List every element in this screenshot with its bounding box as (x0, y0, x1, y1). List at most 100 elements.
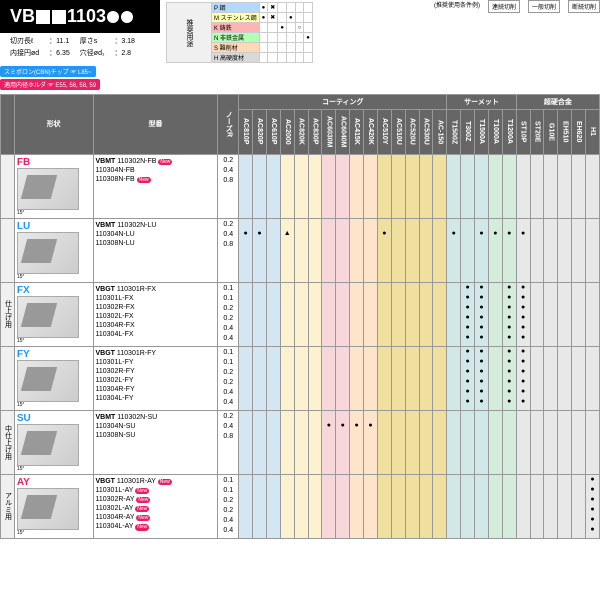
grade-cell (322, 154, 336, 218)
grade-cell (530, 346, 544, 410)
grade-cell (433, 474, 447, 538)
grade-header: AC6030M (322, 109, 336, 154)
th-cermet: サーメット (447, 94, 516, 109)
title-middle: 1103 (67, 6, 106, 26)
grade-cell (266, 218, 280, 282)
grade-cell (364, 346, 378, 410)
grade-cell (447, 282, 461, 346)
grade-cell (391, 154, 405, 218)
grade-cell (586, 154, 600, 218)
legend-cont: 連続切削 (488, 0, 520, 13)
grade-cell (336, 474, 350, 538)
grade-cell (433, 154, 447, 218)
grade-cell (308, 282, 322, 346)
grade-cell (377, 154, 391, 218)
grade-cell (308, 218, 322, 282)
grade-cell (488, 410, 502, 474)
grade-cell (558, 218, 572, 282)
grade-cell (377, 410, 391, 474)
grade-header: AC610P (266, 109, 280, 154)
grade-cell (419, 410, 433, 474)
th-coating: コーティング (239, 94, 447, 109)
grade-cell: ● (447, 218, 461, 282)
grade-cell: ● (239, 218, 253, 282)
legend-area: (推奨使用条件例) 連続切削 一般切削 断続切削 (434, 0, 600, 13)
grade-cell (516, 154, 530, 218)
grade-cell (447, 474, 461, 538)
grade-cell (530, 154, 544, 218)
grade-cell (475, 410, 489, 474)
grade-cell (516, 474, 530, 538)
grade-cell (433, 282, 447, 346)
grade-header: AC-150 (433, 109, 447, 154)
grade-cell (405, 154, 419, 218)
grade-cell: ● (350, 410, 364, 474)
grade-cell (239, 346, 253, 410)
grade-cell (350, 154, 364, 218)
grade-cell: ●●●●●● (586, 474, 600, 538)
grade-cell (586, 282, 600, 346)
grade-cell (544, 154, 558, 218)
title-prefix: VB (10, 6, 35, 26)
grade-cell (419, 154, 433, 218)
specs-table: 切刃長ℓ：11.1厚さs：3.18 内接円ød：6.35穴径ød₁：2.8 (0, 33, 145, 63)
grade-cell (253, 346, 267, 410)
grade-cell (419, 282, 433, 346)
side-label (1, 154, 15, 218)
side-label (1, 218, 15, 282)
grade-cell (544, 474, 558, 538)
grade-cell (308, 154, 322, 218)
nose-cell: 0.10.10.20.20.40.4 (218, 346, 239, 410)
nose-cell: 0.10.10.20.20.40.4 (218, 282, 239, 346)
grade-cell: ●●●●●● (461, 282, 475, 346)
grade-cell: ● (502, 218, 516, 282)
grade-cell (558, 346, 572, 410)
grade-cell (336, 154, 350, 218)
grade-cell (336, 218, 350, 282)
grade-cell (294, 410, 308, 474)
grade-cell (488, 474, 502, 538)
grade-header: T1000A (488, 109, 502, 154)
insert-cell: VBGT 110301R-FX110301L-FX110302R-FX11030… (93, 282, 218, 346)
grade-header: H1 (586, 109, 600, 154)
grade-cell (336, 282, 350, 346)
grade-cell (586, 218, 600, 282)
main-table: 形状 型番 ノーズR コーティング サーメット 超硬合金 AC810PAC820… (0, 94, 600, 539)
grade-cell (391, 474, 405, 538)
grade-cell (350, 218, 364, 282)
grade-cell (253, 410, 267, 474)
grade-cell (586, 346, 600, 410)
grade-cell (502, 410, 516, 474)
grade-cell: ●●●●●● (516, 282, 530, 346)
grade-cell (294, 154, 308, 218)
grade-cell (364, 282, 378, 346)
grade-cell (253, 154, 267, 218)
grade-cell (475, 474, 489, 538)
legend-gen: 一般切削 (528, 0, 560, 13)
grade-cell (516, 410, 530, 474)
grade-cell (322, 346, 336, 410)
holder-badge: 適用内径ホルダ ☞ E55, 56, 58, 59 (0, 79, 100, 90)
grade-cell (266, 346, 280, 410)
grade-header: AC510U (391, 109, 405, 154)
grade-cell (544, 346, 558, 410)
nose-cell: 0.20.40.8 (218, 410, 239, 474)
insert-cell: VBMT 110302N-LU110304N-LU110308N-LU (93, 218, 218, 282)
nose-cell: 0.20.40.8 (218, 154, 239, 218)
grade-cell (586, 410, 600, 474)
grade-header: AC415K (350, 109, 364, 154)
grade-cell (558, 154, 572, 218)
grade-cell (239, 410, 253, 474)
grade-cell (488, 282, 502, 346)
shape-cell: FB15° (14, 154, 93, 218)
grade-cell (391, 282, 405, 346)
grade-cell (461, 154, 475, 218)
grade-cell: ● (377, 218, 391, 282)
grade-cell (322, 282, 336, 346)
grade-header: AC510Y (377, 109, 391, 154)
grade-header: AC420K (364, 109, 378, 154)
grade-cell: ●●●●●● (502, 346, 516, 410)
grade-cell (405, 282, 419, 346)
grade-header: AC520U (405, 109, 419, 154)
grade-cell (572, 346, 586, 410)
